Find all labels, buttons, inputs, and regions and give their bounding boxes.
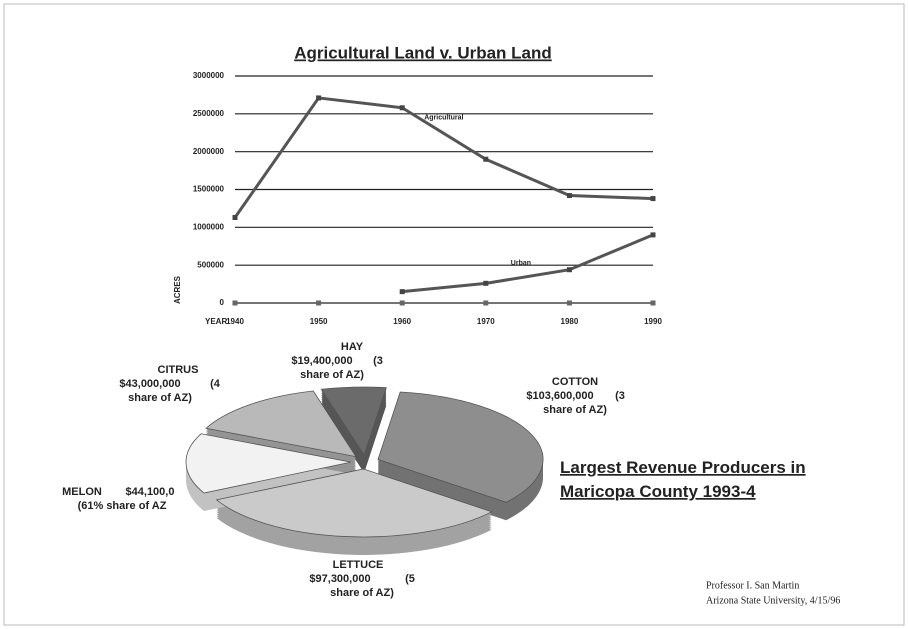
x-tick-label: 1980 [561,317,579,326]
x-tick-label: 1940 [226,317,244,326]
x-tick-label: 1960 [393,317,411,326]
pie-slice [185,433,352,494]
footer-line: Professor I. San Martin [706,580,799,591]
point-marker [650,196,656,202]
slice-value: $44,100,0 [126,486,175,498]
slice-share: share of AZ) [300,369,364,381]
x-tick-mark [483,300,489,306]
x-tick-mark [316,300,322,306]
pie-slice [377,391,544,503]
slice-share: share of AZ) [128,392,192,404]
x-tick-label: 1970 [477,317,495,326]
series-label: Agricultural [424,115,463,122]
point-marker [483,280,489,286]
point-marker [566,267,572,273]
footer-line: Arizona State University, 4/15/96 [706,595,840,606]
y-axis-label: ACRES [173,275,182,304]
y-tick-label: 500000 [197,260,224,269]
point-marker [399,105,405,111]
slice-share: (3 [373,355,383,367]
y-tick-label: 1500000 [193,185,225,194]
y-tick-label: 0 [220,298,225,307]
y-tick-label: 1000000 [193,222,225,231]
point-marker [483,156,489,162]
line-title: Agricultural Land v. Urban Land [294,43,552,62]
x-tick-mark [650,300,656,306]
point-marker [399,289,405,295]
slice-share: (3 [615,390,625,402]
x-tick-label: 1990 [644,317,662,326]
slice-share: share of AZ) [543,404,607,416]
point-marker [650,232,656,238]
x-axis-label: YEAR [205,317,227,326]
series-label: Urban [511,260,531,267]
point-marker [232,214,238,220]
slice-category: MELON [62,486,102,498]
slice-value: $43,000,000 [119,378,180,390]
slice-category: LETTUCE [333,559,384,571]
y-tick-label: 2500000 [193,109,225,118]
series-line [402,233,654,294]
slice-category: HAY [341,341,364,353]
x-tick-label: 1950 [310,317,328,326]
y-tick-label: 3000000 [193,71,225,80]
slice-share: (5 [405,573,415,585]
y-tick-label: 2000000 [193,147,225,156]
slice-value: $97,300,000 [309,573,370,585]
x-tick-mark [399,300,405,306]
point-marker [316,95,322,101]
slice-share: (61% share of AZ [78,500,167,512]
slice-category: COTTON [552,376,598,388]
x-tick-mark [566,300,572,306]
slice-value: $103,600,000 [526,390,593,402]
point-marker [566,193,572,199]
slice-category: CITRUS [158,364,199,376]
series-line [233,96,654,219]
pie-title: Largest Revenue Producers in Maricopa Cou… [560,458,806,501]
pie-slice [215,468,493,538]
slice-value: $19,400,000 [291,355,352,367]
x-tick-mark [232,300,238,306]
pie-slice [205,390,357,458]
slice-share: (4 [210,378,221,390]
pie-slice [320,386,387,456]
slice-share: share of AZ) [330,587,394,599]
